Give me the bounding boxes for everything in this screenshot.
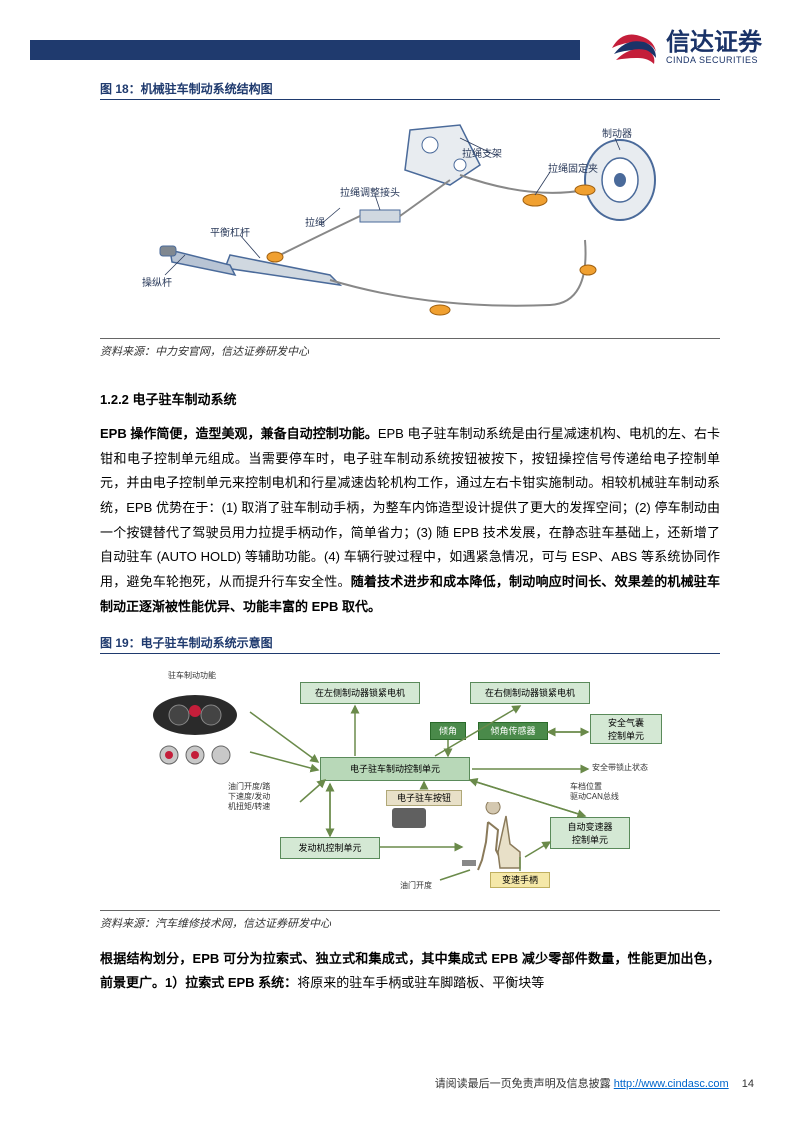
paragraph-2: 根据结构划分，EPB 可分为拉索式、独立式和集成式，其中集成式 EPB 减少零部… bbox=[100, 947, 720, 996]
p1-lead: EPB 操作简便，造型美观，兼备自动控制功能。 bbox=[100, 426, 378, 441]
logo-text-en: CINDA SECURITIES bbox=[666, 55, 762, 65]
figure19-diagram: 驻车制动功能 在左侧制动器锁紧电机 在右侧制动器锁紧电机 倾角 倾角传感器 安全… bbox=[130, 662, 690, 902]
figure18-title: 图 18：机械驻车制动系统结构图 bbox=[100, 80, 720, 100]
footer-text: 请阅读最后一页免责声明及信息披露 bbox=[435, 1078, 611, 1090]
label-belt: 安全带锁止状态 bbox=[592, 762, 648, 773]
label-gear: 车档位置 驱动CAN总线 bbox=[570, 782, 619, 803]
box-trans: 自动变速器 控制单元 bbox=[550, 817, 630, 849]
page-footer: 请阅读最后一页免责声明及信息披露 http://www.cindasc.com … bbox=[435, 1075, 754, 1091]
driver-seat-icon bbox=[458, 802, 528, 872]
label-connector: 拉绳调整接头 bbox=[340, 184, 400, 199]
box-tilt-sensor: 倾角传感器 bbox=[478, 722, 548, 740]
label-lever: 操纵杆 bbox=[142, 274, 172, 289]
box-right-motor: 在右侧制动器锁紧电机 bbox=[470, 682, 590, 704]
box-ecu: 电子驻车制动控制单元 bbox=[320, 757, 470, 781]
figure19-source: 资料来源：汽车维修技术网，信达证券研发中心 bbox=[100, 910, 720, 931]
label-brake: 制动器 bbox=[602, 125, 632, 140]
label-throttle: 油门开度/踏 下速度/发动 机扭矩/转速 bbox=[228, 782, 270, 813]
box-airbag: 安全气囊 控制单元 bbox=[590, 714, 662, 744]
box-engine: 发动机控制单元 bbox=[280, 837, 380, 859]
epb-switch-icon bbox=[392, 808, 426, 828]
company-logo: 信达证券 CINDA SECURITIES bbox=[610, 28, 762, 68]
box-left-motor: 在左侧制动器锁紧电机 bbox=[300, 682, 420, 704]
logo-swirl-icon bbox=[610, 28, 658, 68]
dashboard-icon bbox=[145, 687, 245, 777]
header-bar bbox=[30, 40, 580, 60]
label-parking: 驻车制动功能 bbox=[168, 670, 216, 681]
box-button: 电子驻车按钮 bbox=[386, 790, 462, 806]
footer-link[interactable]: http://www.cindasc.com bbox=[614, 1078, 729, 1090]
box-shifter: 变速手柄 bbox=[490, 872, 550, 888]
label-pedal: 油门开度 bbox=[400, 880, 432, 891]
label-balance: 平衡杠杆 bbox=[210, 224, 250, 239]
figure18-diagram: 拉绳支架 制动器 拉绳固定夹 拉绳调整接头 拉绳 平衡杠杆 操纵杆 bbox=[130, 110, 690, 330]
label-bracket: 拉绳支架 bbox=[462, 145, 502, 160]
figure18-source: 资料来源：中力安官网，信达证券研发中心 bbox=[100, 338, 720, 359]
logo-text-cn: 信达证券 bbox=[666, 31, 762, 55]
paragraph-1: EPB 操作简便，造型美观，兼备自动控制功能。EPB 电子驻车制动系统是由行星减… bbox=[100, 422, 720, 620]
page-number: 14 bbox=[742, 1078, 754, 1090]
p1-body: EPB 电子驻车制动系统是由行星减速机构、电机的左、右卡钳和电子控制单元组成。当… bbox=[100, 426, 720, 589]
figure19-title: 图 19：电子驻车制动系统示意图 bbox=[100, 634, 720, 654]
section-heading: 1.2.2 电子驻车制动系统 bbox=[100, 389, 720, 408]
label-cable: 拉绳 bbox=[305, 214, 325, 229]
label-clamp: 拉绳固定夹 bbox=[548, 160, 598, 175]
box-tilt: 倾角 bbox=[430, 722, 466, 740]
p2-body: 将原来的驻车手柄或驻车脚踏板、平衡块等 bbox=[297, 975, 544, 990]
main-content: 图 18：机械驻车制动系统结构图 bbox=[100, 80, 720, 1010]
